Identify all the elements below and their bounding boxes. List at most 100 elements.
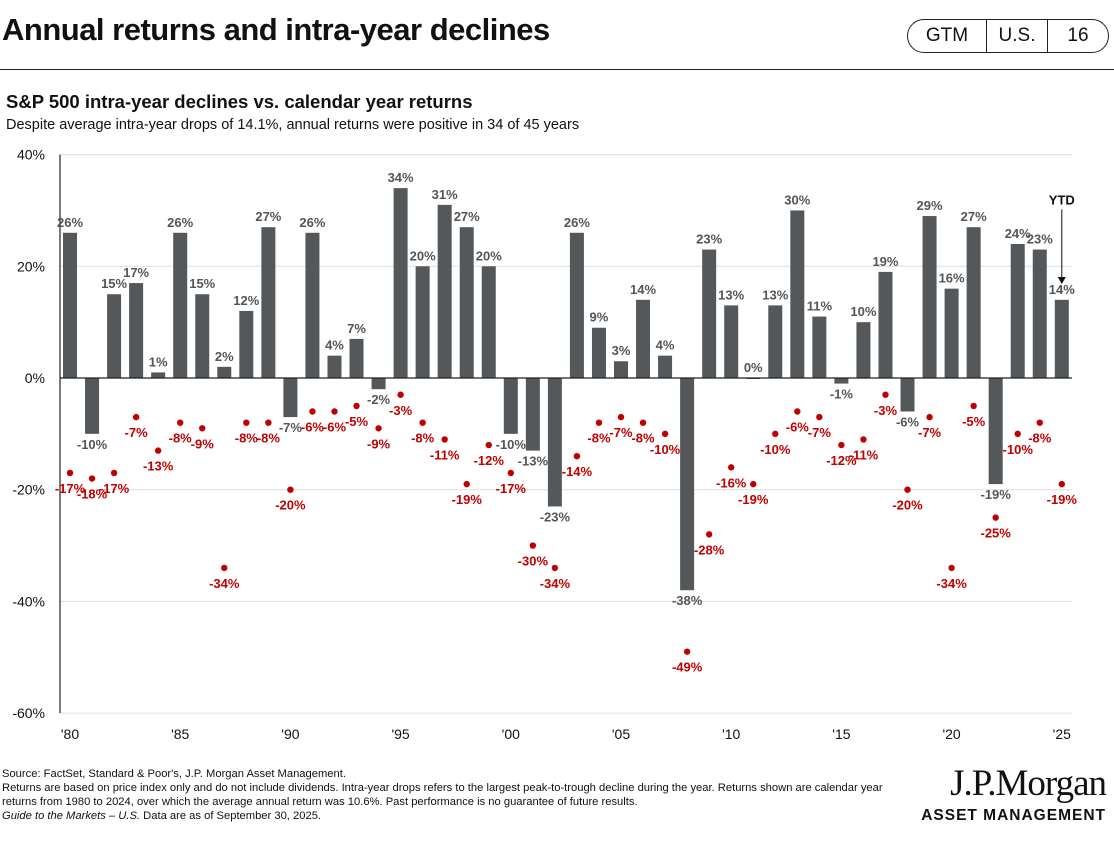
return-bar (327, 355, 342, 378)
return-bar (85, 378, 100, 434)
decline-dot (199, 425, 206, 432)
decline-dot (66, 469, 74, 477)
decline-dot (728, 464, 735, 471)
decline-dot (309, 408, 316, 415)
return-bar (878, 271, 893, 378)
return-label: 23% (696, 232, 722, 247)
y-tick-label: -60% (12, 705, 45, 721)
decline-dot (970, 402, 977, 410)
return-label: 27% (255, 209, 281, 224)
return-label: 14% (630, 282, 656, 297)
return-label: 26% (57, 215, 83, 230)
decline-dot (595, 419, 603, 426)
return-bar (151, 372, 166, 378)
x-tick-label: '05 (612, 726, 630, 742)
return-bar (481, 266, 496, 378)
logo-sub: ASSET MANAGEMENT (921, 807, 1106, 824)
return-label: -38% (672, 593, 703, 608)
return-label: 23% (1027, 232, 1053, 247)
return-label: 12% (233, 293, 259, 308)
decline-label: -20% (892, 498, 923, 513)
decline-dot (683, 648, 691, 655)
decline-label: -20% (275, 498, 306, 513)
decline-label: -30% (518, 554, 549, 569)
decline-label: -12% (474, 453, 505, 468)
x-tick-label: '10 (722, 726, 740, 742)
decline-label: -10% (1003, 442, 1034, 457)
return-bar (768, 305, 783, 378)
decline-label: -7% (808, 425, 832, 440)
decline-label: -34% (936, 576, 967, 591)
decline-label: -18% (77, 487, 108, 502)
decline-dot (88, 475, 96, 482)
decline-dot (132, 413, 140, 421)
decline-dot (639, 419, 647, 426)
decline-label: -34% (209, 576, 240, 591)
chart-subtitle: Despite average intra-year drops of 14.1… (6, 117, 580, 133)
return-label: 20% (476, 248, 502, 263)
decline-dot (573, 452, 581, 460)
decline-dot (110, 469, 118, 477)
decline-label: -7% (918, 425, 942, 440)
return-label: 7% (347, 321, 366, 336)
return-bar (988, 378, 1003, 485)
decline-dot (551, 564, 559, 572)
x-tick-label: '00 (502, 726, 520, 742)
x-tick-label: '20 (942, 726, 960, 742)
y-tick-label: 40% (17, 147, 45, 163)
decline-dot (441, 436, 448, 443)
return-label: 9% (590, 310, 609, 325)
decline-label: -7% (609, 425, 633, 440)
decline-label: -10% (760, 442, 791, 457)
y-tick-label: -20% (12, 482, 45, 498)
decline-dot (243, 419, 250, 426)
badge-gtm: GTM (925, 25, 969, 46)
return-bar (349, 338, 364, 378)
return-bar (658, 355, 673, 378)
return-label: 27% (454, 209, 480, 224)
return-bar (900, 378, 915, 412)
ytd-label: YTD (1049, 192, 1075, 207)
decline-dot (617, 413, 625, 421)
return-bar (63, 232, 77, 378)
header-divider (0, 69, 1114, 70)
chart-title: S&P 500 intra-year declines vs. calendar… (6, 91, 473, 112)
decline-label: -8% (1028, 431, 1052, 446)
return-label: 17% (123, 265, 149, 280)
return-label: -1% (830, 387, 854, 402)
return-label: -23% (540, 509, 571, 524)
return-bar (525, 378, 540, 451)
decline-dot (287, 486, 294, 493)
return-label: 11% (807, 299, 833, 314)
return-label: 15% (189, 276, 215, 291)
x-tick-label: '85 (171, 726, 189, 742)
decline-label: -3% (874, 403, 898, 418)
return-bar (724, 305, 739, 378)
decline-label: -6% (323, 420, 347, 435)
return-bar (1010, 243, 1025, 378)
return-bar (702, 249, 717, 378)
return-bar (834, 378, 849, 384)
decline-label: -16% (716, 475, 747, 490)
decline-label: -5% (345, 414, 369, 429)
badge-region: U.S. (986, 20, 1047, 52)
jpmorgan-logo: J.P.Morgan ASSET MANAGEMENT (921, 762, 1107, 825)
x-tick-label: '15 (832, 726, 850, 742)
decline-label: -8% (257, 431, 281, 446)
decline-dot (882, 391, 889, 398)
decline-dot (772, 430, 779, 438)
return-label: 2% (215, 349, 234, 364)
decline-dot (838, 441, 845, 449)
decline-dot (794, 408, 801, 415)
return-bar (547, 378, 562, 507)
return-bar (812, 316, 827, 378)
disclaimer: Returns are based on price index only an… (2, 782, 883, 808)
decline-label: -7% (125, 425, 149, 440)
decline-label: -8% (631, 431, 655, 446)
return-label: 4% (656, 338, 675, 353)
return-label: 13% (718, 287, 744, 302)
return-bar (1032, 249, 1047, 378)
decline-label: -8% (411, 431, 435, 446)
decline-dot (904, 486, 911, 493)
return-label: -19% (981, 487, 1012, 502)
